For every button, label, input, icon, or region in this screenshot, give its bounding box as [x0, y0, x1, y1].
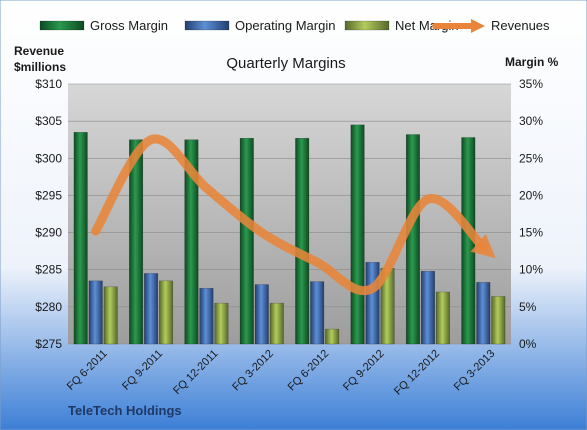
left-tick-label: $290	[35, 226, 62, 240]
bar-operating-margin	[254, 284, 269, 345]
bar-net-margin	[269, 302, 284, 345]
left-tick-label: $305	[35, 114, 62, 128]
left-tick-label: $300	[35, 151, 62, 165]
left-tick-label: $310	[35, 77, 62, 91]
left-tick-label: $295	[35, 188, 62, 202]
revenue-point	[261, 232, 262, 233]
right-tick-label: 25%	[519, 151, 543, 165]
bar-gross-margin	[73, 132, 88, 345]
bar-gross-margin	[295, 137, 310, 345]
revenue-point	[372, 288, 373, 289]
revenue-point	[206, 188, 207, 189]
left-axis-ticks: $275 $280 $285 $290 $295 $300 $305 $310	[35, 77, 62, 351]
legend: Gross Margin Operating Margin Net Margin Re…	[39, 18, 550, 33]
bar-operating-margin	[310, 281, 325, 345]
bar-operating-margin	[88, 280, 103, 345]
company-name: TeleTech Holdings	[68, 403, 182, 418]
legend-label-net-margin: Net Margin	[395, 18, 459, 33]
legend-label-operating-margin: Operating Margin	[235, 18, 335, 33]
right-axis-ticks: 0% 5% 10% 15% 20% 25% 30% 35%	[519, 77, 543, 351]
left-tick-label: $275	[35, 337, 62, 351]
right-tick-label: 30%	[519, 114, 543, 128]
right-axis-title: Margin %	[505, 55, 559, 69]
bar-operating-margin	[476, 282, 491, 345]
bar-gross-margin	[184, 139, 199, 345]
legend-arrow-icon	[471, 19, 485, 33]
bar-net-margin	[491, 296, 506, 345]
bar-net-margin	[214, 302, 229, 345]
left-axis-title-line1: Revenue	[14, 44, 64, 58]
left-axis-title-line2: $millions	[14, 60, 66, 74]
chart-title: Quarterly Margins	[226, 55, 345, 72]
bar-gross-margin	[350, 124, 365, 345]
bar-net-margin	[159, 280, 174, 345]
legend-label-gross-margin: Gross Margin	[90, 18, 168, 33]
revenue-series-line	[91, 134, 496, 295]
left-tick-label: $285	[35, 263, 62, 277]
bar-net-margin	[325, 328, 340, 345]
right-tick-label: 15%	[519, 226, 543, 240]
right-tick-label: 20%	[519, 188, 543, 202]
right-tick-label: 5%	[519, 300, 537, 314]
bar-net-margin	[103, 286, 118, 345]
bar-operating-margin	[420, 270, 435, 345]
revenue-point	[151, 139, 152, 140]
right-tick-label: 35%	[519, 77, 543, 91]
bar-operating-margin	[144, 273, 159, 345]
revenue-point	[317, 262, 318, 263]
legend-swatch-gross-margin	[39, 20, 85, 31]
right-tick-label: 10%	[519, 263, 543, 277]
revenue-point	[427, 199, 428, 200]
revenue-point	[95, 231, 96, 232]
bar-gross-margin	[239, 137, 254, 345]
bar-operating-margin	[199, 288, 214, 345]
bar-operating-margin	[365, 262, 380, 345]
bars	[73, 124, 506, 345]
bar-gross-margin	[129, 139, 144, 345]
bar-gross-margin	[405, 134, 420, 345]
revenue-point	[483, 247, 484, 248]
bar-net-margin	[435, 291, 450, 345]
legend-swatch-net-margin	[344, 20, 390, 31]
revenue-line	[91, 134, 496, 295]
legend-swatch-operating-margin	[184, 20, 230, 31]
left-tick-label: $280	[35, 300, 62, 314]
right-tick-label: 0%	[519, 337, 537, 351]
legend-label-revenues: Revenues	[491, 18, 550, 33]
